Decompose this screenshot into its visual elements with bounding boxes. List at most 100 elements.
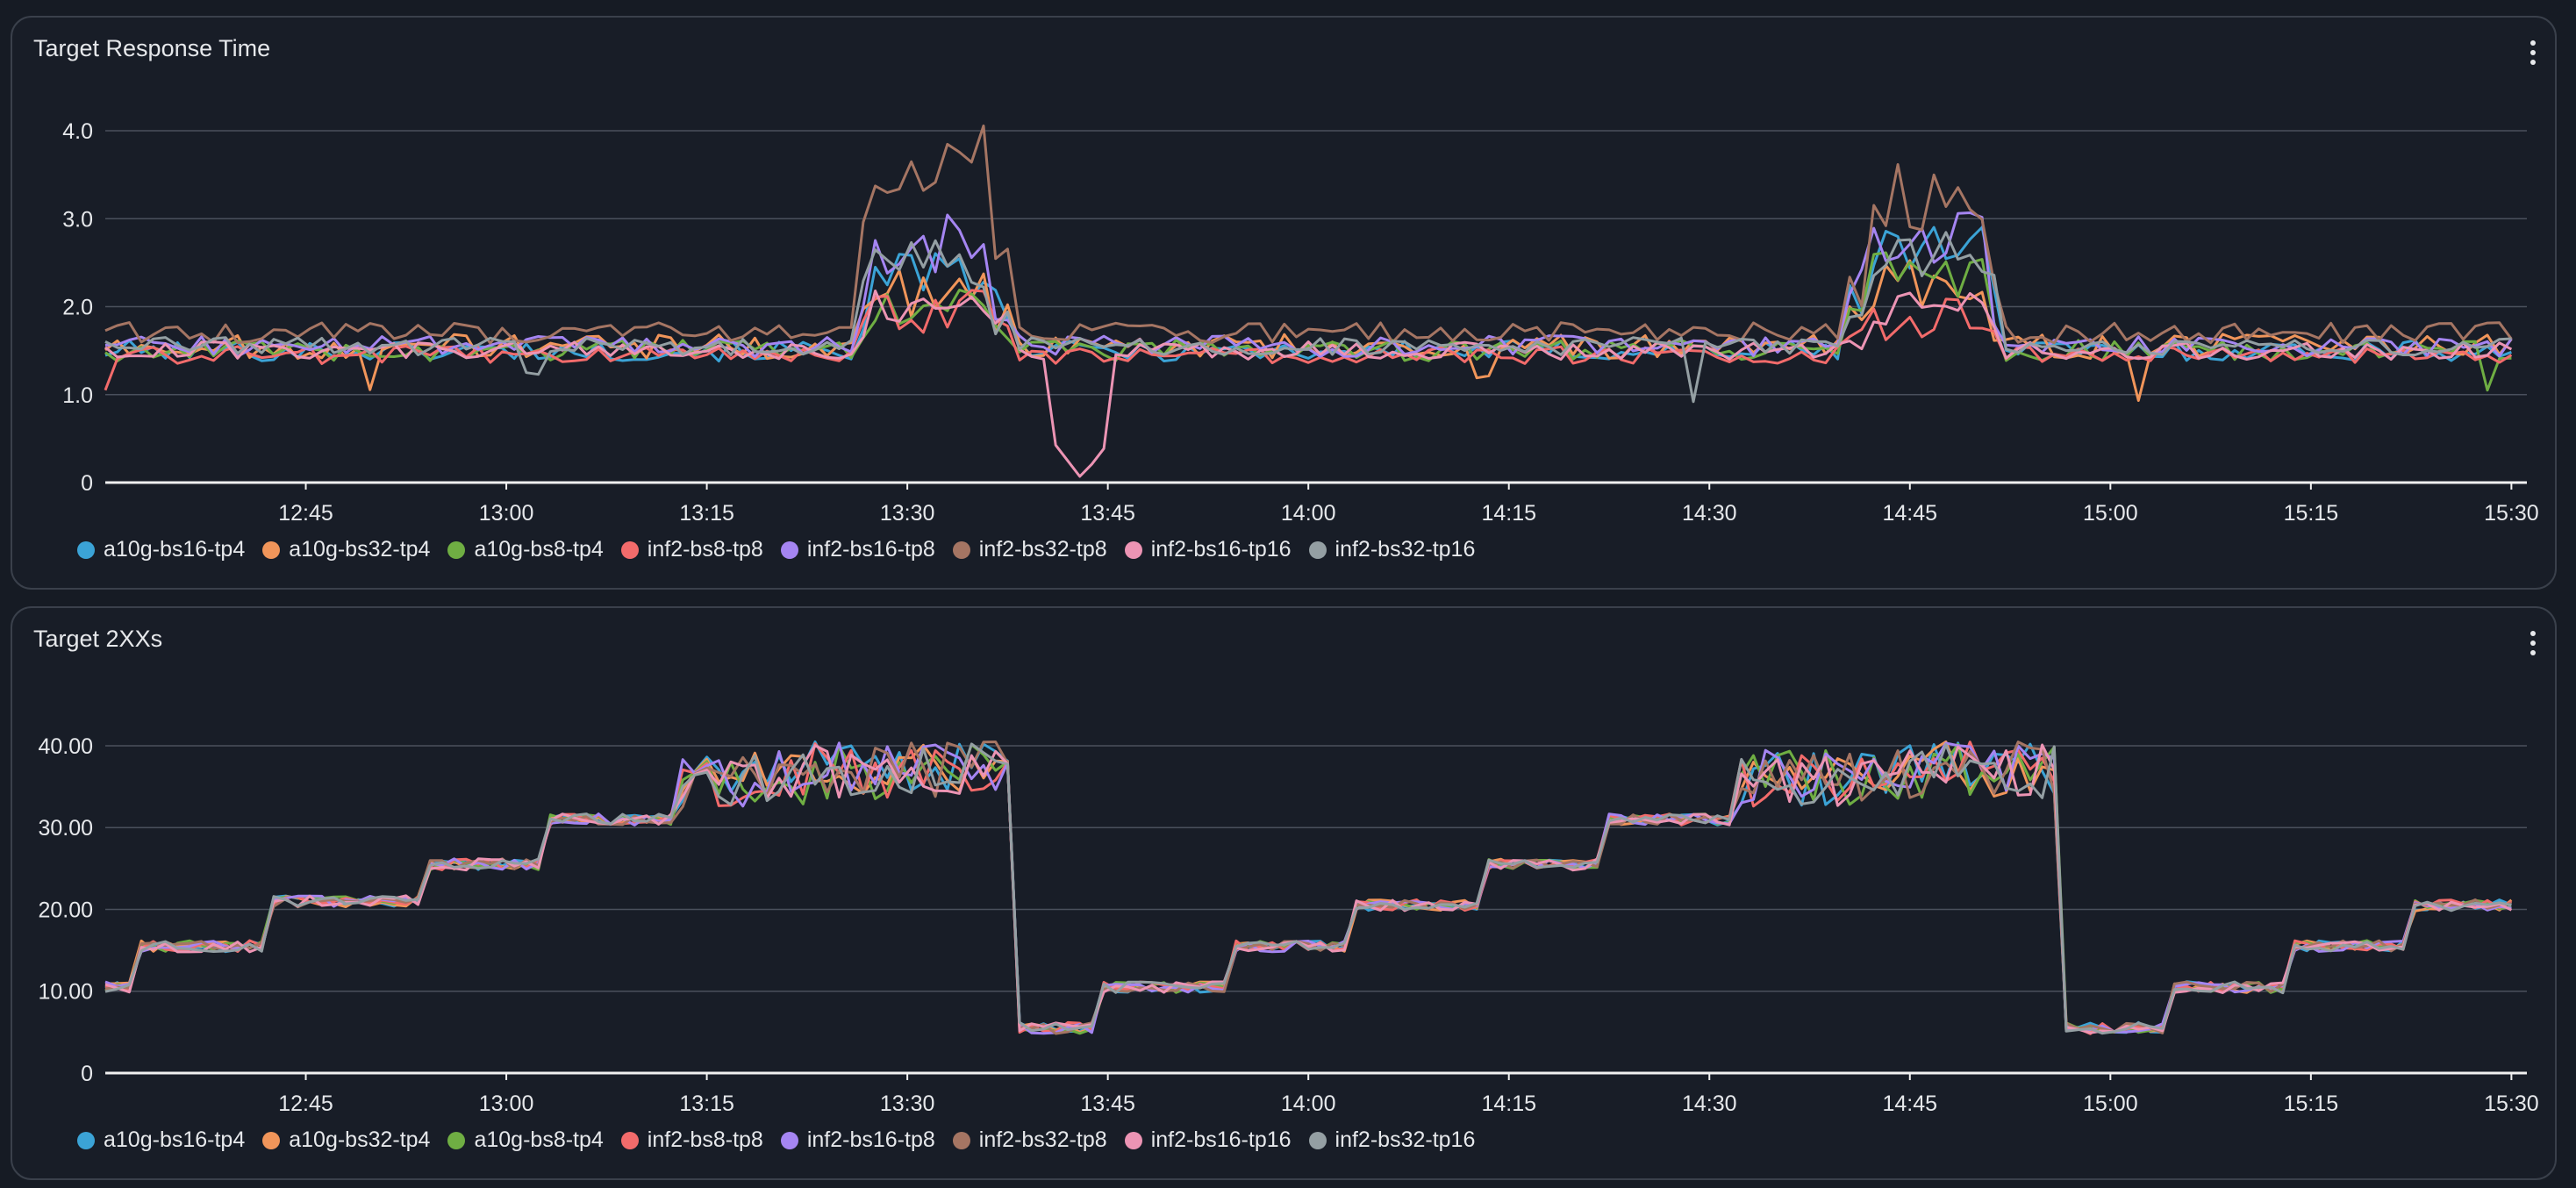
target-2xx-chart: 0 10.00 20.00 30.00 40.00 12:45 13:00 13:15 13:3… xyxy=(38,734,2539,1116)
chart-legend: a10g-bs16-tp4 a10g-bs32-tp4 a10g-bs8-tp4 in… xyxy=(77,537,1475,562)
y-tick-label: 40.00 xyxy=(38,734,93,759)
legend-swatch xyxy=(952,540,970,559)
legend-item-inf2-bs32-tp8[interactable]: inf2-bs32-tp8 xyxy=(952,537,1107,562)
legend-item-inf2-bs16-tp16[interactable]: inf2-bs16-tp16 xyxy=(1124,537,1292,562)
response-time-panel: Target Response Time 0 1.0 2.0 3.0 4.0 12:45 1… xyxy=(11,16,2557,590)
legend-label: a10g-bs16-tp4 xyxy=(104,537,246,562)
series-line-inf2-bs16-tp8 xyxy=(104,741,2512,1035)
legend-item-inf2-bs32-tp8[interactable]: inf2-bs32-tp8 xyxy=(952,1127,1107,1153)
x-tick-label: 15:30 xyxy=(2484,1091,2539,1116)
series-line-a10g-bs32-tp4 xyxy=(104,740,2513,1034)
x-tick-label: 14:45 xyxy=(1883,1091,1938,1116)
legend-swatch xyxy=(1124,1131,1142,1149)
series-line-inf2-bs32-tp16 xyxy=(104,742,2512,1035)
x-tick-label: 12:45 xyxy=(278,501,333,526)
legend-item-a10g-bs32-tp4[interactable]: a10g-bs32-tp4 xyxy=(262,537,430,562)
x-tick-label: 15:00 xyxy=(2083,1091,2138,1116)
legend-label: a10g-bs32-tp4 xyxy=(289,1127,431,1152)
series-line-inf2-bs16-tp16 xyxy=(104,290,2513,478)
legend-swatch xyxy=(780,540,798,559)
x-tick-label: 14:00 xyxy=(1281,501,1336,526)
y-tick-label: 20.00 xyxy=(38,898,93,922)
y-tick-label: 30.00 xyxy=(38,816,93,841)
legend-label: a10g-bs8-tp4 xyxy=(474,537,604,562)
legend-swatch xyxy=(77,540,95,559)
x-tick-label: 13:30 xyxy=(880,1091,935,1116)
legend-item-inf2-bs8-tp8[interactable]: inf2-bs8-tp8 xyxy=(620,1127,763,1153)
legend-item-inf2-bs16-tp8[interactable]: inf2-bs16-tp8 xyxy=(780,1127,935,1153)
legend-label: inf2-bs32-tp8 xyxy=(978,1127,1107,1152)
x-tick-label: 15:00 xyxy=(2083,501,2138,526)
x-tick-label: 15:30 xyxy=(2484,501,2539,526)
x-tick-label: 13:45 xyxy=(1080,1091,1135,1116)
legend-label: inf2-bs32-tp16 xyxy=(1335,1127,1476,1152)
y-tick-label: 0 xyxy=(81,471,93,496)
legend-swatch xyxy=(262,1131,281,1149)
series-line-inf2-bs32-tp8 xyxy=(104,124,2513,345)
series-line-inf2-bs8-tp8 xyxy=(104,289,2513,391)
x-tick-label: 13:00 xyxy=(479,501,534,526)
panel-title: Target Response Time xyxy=(33,35,271,61)
y-tick-label: 0 xyxy=(81,1062,93,1086)
legend-label: a10g-bs8-tp4 xyxy=(474,1127,604,1152)
legend-item-a10g-bs8-tp4[interactable]: a10g-bs8-tp4 xyxy=(447,537,604,562)
series-line-inf2-bs8-tp8 xyxy=(104,741,2513,1035)
x-tick-label: 14:00 xyxy=(1281,1091,1336,1116)
legend-label: inf2-bs32-tp8 xyxy=(978,537,1107,562)
target-2xx-panel: Target 2XXs 0 10.00 20.00 30.00 40.00 12:45 13… xyxy=(11,606,2557,1180)
x-tick-label: 13:30 xyxy=(880,501,935,526)
y-tick-label: 4.0 xyxy=(62,119,93,144)
x-tick-label: 13:15 xyxy=(679,1091,734,1116)
more-options-icon[interactable] xyxy=(2520,37,2546,68)
legend-label: inf2-bs32-tp16 xyxy=(1335,537,1476,562)
series-line-a10g-bs16-tp4 xyxy=(104,741,2512,1034)
y-tick-label: 2.0 xyxy=(62,296,93,320)
legend-item-a10g-bs32-tp4[interactable]: a10g-bs32-tp4 xyxy=(262,1127,430,1153)
x-tick-label: 14:30 xyxy=(1682,1091,1737,1116)
legend-label: inf2-bs16-tp16 xyxy=(1150,537,1292,562)
legend-item-a10g-bs16-tp4[interactable]: a10g-bs16-tp4 xyxy=(77,1127,245,1153)
more-options-icon[interactable] xyxy=(2520,627,2546,659)
legend-swatch xyxy=(1124,540,1142,559)
legend-swatch xyxy=(447,1131,466,1149)
y-tick-label: 3.0 xyxy=(62,207,93,232)
legend-swatch xyxy=(1308,540,1327,559)
legend-label: inf2-bs8-tp8 xyxy=(647,1127,763,1152)
series-line-inf2-bs32-tp16 xyxy=(104,231,2512,404)
x-tick-label: 15:15 xyxy=(2284,501,2339,526)
legend-label: inf2-bs8-tp8 xyxy=(647,537,763,562)
y-tick-label: 1.0 xyxy=(62,383,93,408)
series-line-a10g-bs8-tp4 xyxy=(104,251,2512,392)
legend-swatch xyxy=(262,540,281,559)
y-tick-label: 10.00 xyxy=(38,980,93,1005)
legend-swatch xyxy=(1308,1131,1327,1149)
x-tick-label: 14:30 xyxy=(1682,501,1737,526)
legend-item-a10g-bs16-tp4[interactable]: a10g-bs16-tp4 xyxy=(77,537,245,562)
x-tick-label: 12:45 xyxy=(278,1091,333,1116)
legend-swatch xyxy=(620,540,639,559)
x-tick-label: 14:15 xyxy=(1481,1091,1536,1116)
legend-item-inf2-bs16-tp16[interactable]: inf2-bs16-tp16 xyxy=(1124,1127,1292,1153)
x-tick-label: 13:45 xyxy=(1080,501,1135,526)
legend-item-inf2-bs32-tp16[interactable]: inf2-bs32-tp16 xyxy=(1308,1127,1476,1153)
legend-item-inf2-bs32-tp16[interactable]: inf2-bs32-tp16 xyxy=(1308,537,1476,562)
legend-item-inf2-bs8-tp8[interactable]: inf2-bs8-tp8 xyxy=(620,537,763,562)
legend-item-inf2-bs16-tp8[interactable]: inf2-bs16-tp8 xyxy=(780,537,935,562)
legend-label: inf2-bs16-tp16 xyxy=(1150,1127,1292,1152)
legend-label: inf2-bs16-tp8 xyxy=(806,1127,935,1152)
response-time-chart: 0 1.0 2.0 3.0 4.0 12:45 13:00 13:15 13:30 13:45 14… xyxy=(62,119,2539,526)
series-line-a10g-bs8-tp4 xyxy=(104,742,2512,1035)
x-tick-label: 13:00 xyxy=(479,1091,534,1116)
legend-swatch xyxy=(447,540,466,559)
legend-item-a10g-bs8-tp4[interactable]: a10g-bs8-tp4 xyxy=(447,1127,604,1153)
x-tick-label: 14:15 xyxy=(1481,501,1536,526)
x-tick-label: 14:45 xyxy=(1883,501,1938,526)
series-line-inf2-bs32-tp8 xyxy=(104,741,2512,1035)
legend-swatch xyxy=(620,1131,639,1149)
legend-label: inf2-bs16-tp8 xyxy=(806,537,935,562)
chart-legend: a10g-bs16-tp4 a10g-bs32-tp4 a10g-bs8-tp4 in… xyxy=(77,1127,1475,1153)
panel-title: Target 2XXs xyxy=(33,626,163,652)
legend-label: a10g-bs16-tp4 xyxy=(104,1127,246,1152)
x-tick-label: 15:15 xyxy=(2284,1091,2339,1116)
x-tick-label: 13:15 xyxy=(679,501,734,526)
